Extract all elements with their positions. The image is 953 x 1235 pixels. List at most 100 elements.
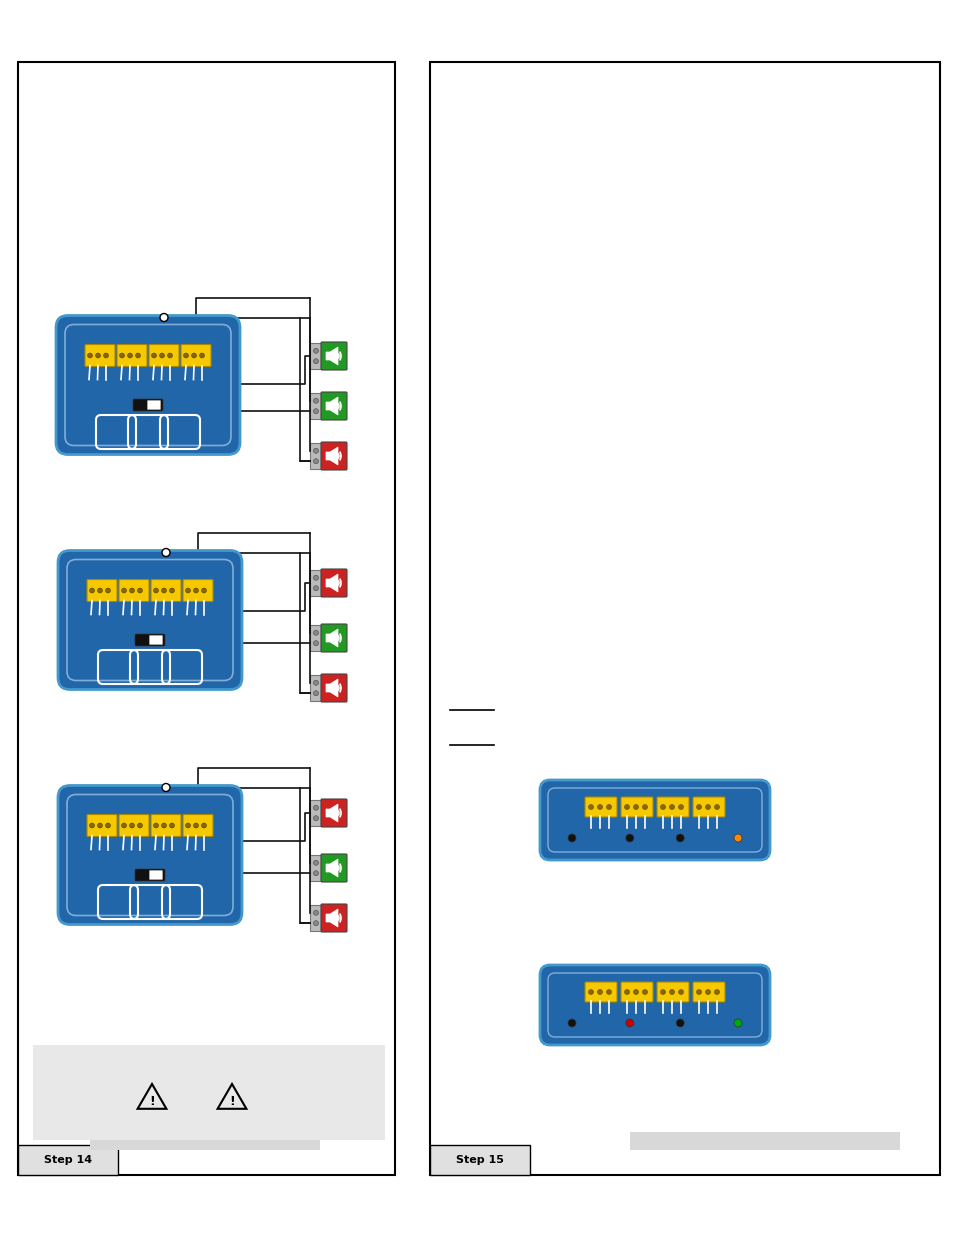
Circle shape bbox=[676, 1019, 683, 1028]
Circle shape bbox=[192, 353, 196, 358]
FancyBboxPatch shape bbox=[320, 442, 347, 471]
Circle shape bbox=[314, 458, 318, 463]
FancyBboxPatch shape bbox=[310, 343, 322, 369]
Circle shape bbox=[659, 804, 665, 809]
Circle shape bbox=[161, 823, 167, 827]
FancyBboxPatch shape bbox=[320, 799, 347, 827]
Circle shape bbox=[606, 804, 611, 809]
FancyBboxPatch shape bbox=[33, 1045, 385, 1140]
FancyBboxPatch shape bbox=[18, 62, 395, 1174]
FancyBboxPatch shape bbox=[692, 982, 724, 1002]
FancyBboxPatch shape bbox=[430, 62, 939, 1174]
Circle shape bbox=[201, 588, 206, 593]
FancyBboxPatch shape bbox=[584, 982, 617, 1002]
FancyBboxPatch shape bbox=[320, 853, 347, 882]
Polygon shape bbox=[326, 347, 337, 366]
FancyBboxPatch shape bbox=[629, 1132, 899, 1150]
Circle shape bbox=[669, 989, 674, 994]
Circle shape bbox=[314, 358, 318, 363]
Circle shape bbox=[314, 690, 318, 695]
Circle shape bbox=[161, 588, 167, 593]
Circle shape bbox=[106, 588, 111, 593]
Circle shape bbox=[97, 588, 102, 593]
Circle shape bbox=[185, 823, 191, 827]
Polygon shape bbox=[326, 574, 337, 592]
FancyBboxPatch shape bbox=[310, 855, 322, 881]
FancyBboxPatch shape bbox=[310, 800, 322, 826]
Circle shape bbox=[696, 989, 700, 994]
Circle shape bbox=[714, 804, 719, 809]
FancyBboxPatch shape bbox=[119, 579, 149, 601]
FancyBboxPatch shape bbox=[135, 634, 165, 646]
FancyBboxPatch shape bbox=[117, 345, 147, 367]
Circle shape bbox=[106, 823, 111, 827]
FancyBboxPatch shape bbox=[310, 571, 322, 597]
Polygon shape bbox=[326, 909, 337, 927]
Circle shape bbox=[135, 353, 140, 358]
FancyBboxPatch shape bbox=[181, 345, 211, 367]
Circle shape bbox=[314, 576, 318, 580]
FancyBboxPatch shape bbox=[320, 569, 347, 597]
Circle shape bbox=[170, 588, 174, 593]
FancyBboxPatch shape bbox=[310, 905, 322, 931]
Circle shape bbox=[103, 353, 109, 358]
Circle shape bbox=[625, 834, 633, 842]
Circle shape bbox=[597, 989, 602, 994]
FancyBboxPatch shape bbox=[85, 345, 115, 367]
Circle shape bbox=[153, 588, 158, 593]
Circle shape bbox=[669, 804, 674, 809]
Circle shape bbox=[314, 921, 318, 926]
Circle shape bbox=[567, 1019, 576, 1028]
Circle shape bbox=[168, 353, 172, 358]
Circle shape bbox=[624, 989, 629, 994]
FancyBboxPatch shape bbox=[151, 815, 181, 836]
Text: Step 15: Step 15 bbox=[456, 1155, 503, 1165]
Circle shape bbox=[733, 834, 741, 842]
FancyBboxPatch shape bbox=[620, 982, 652, 1002]
Circle shape bbox=[159, 353, 164, 358]
Circle shape bbox=[183, 353, 189, 358]
FancyBboxPatch shape bbox=[310, 676, 322, 701]
FancyBboxPatch shape bbox=[320, 674, 347, 701]
FancyBboxPatch shape bbox=[132, 399, 163, 411]
FancyBboxPatch shape bbox=[151, 579, 181, 601]
FancyBboxPatch shape bbox=[320, 624, 347, 652]
Circle shape bbox=[567, 834, 576, 842]
FancyBboxPatch shape bbox=[183, 815, 213, 836]
Circle shape bbox=[201, 823, 206, 827]
FancyBboxPatch shape bbox=[18, 1145, 118, 1174]
Circle shape bbox=[588, 804, 593, 809]
Circle shape bbox=[714, 989, 719, 994]
Circle shape bbox=[705, 804, 710, 809]
FancyBboxPatch shape bbox=[539, 781, 769, 860]
Circle shape bbox=[641, 804, 647, 809]
Circle shape bbox=[678, 804, 682, 809]
FancyBboxPatch shape bbox=[320, 342, 347, 370]
Polygon shape bbox=[326, 860, 337, 877]
Circle shape bbox=[121, 588, 127, 593]
FancyBboxPatch shape bbox=[692, 797, 724, 818]
Circle shape bbox=[705, 989, 710, 994]
Circle shape bbox=[314, 348, 318, 353]
Polygon shape bbox=[326, 396, 337, 415]
Circle shape bbox=[121, 823, 127, 827]
Circle shape bbox=[641, 989, 647, 994]
Text: !: ! bbox=[149, 1095, 154, 1108]
Circle shape bbox=[90, 823, 94, 827]
FancyBboxPatch shape bbox=[657, 797, 688, 818]
Circle shape bbox=[314, 910, 318, 915]
Circle shape bbox=[152, 353, 156, 358]
Circle shape bbox=[314, 861, 318, 866]
Circle shape bbox=[314, 805, 318, 810]
FancyBboxPatch shape bbox=[310, 443, 322, 469]
FancyBboxPatch shape bbox=[320, 391, 347, 420]
FancyBboxPatch shape bbox=[620, 797, 652, 818]
Circle shape bbox=[314, 585, 318, 590]
Circle shape bbox=[170, 823, 174, 827]
Circle shape bbox=[314, 680, 318, 685]
Circle shape bbox=[128, 353, 132, 358]
Circle shape bbox=[119, 353, 125, 358]
Circle shape bbox=[314, 641, 318, 646]
Circle shape bbox=[137, 823, 142, 827]
FancyBboxPatch shape bbox=[58, 551, 242, 689]
